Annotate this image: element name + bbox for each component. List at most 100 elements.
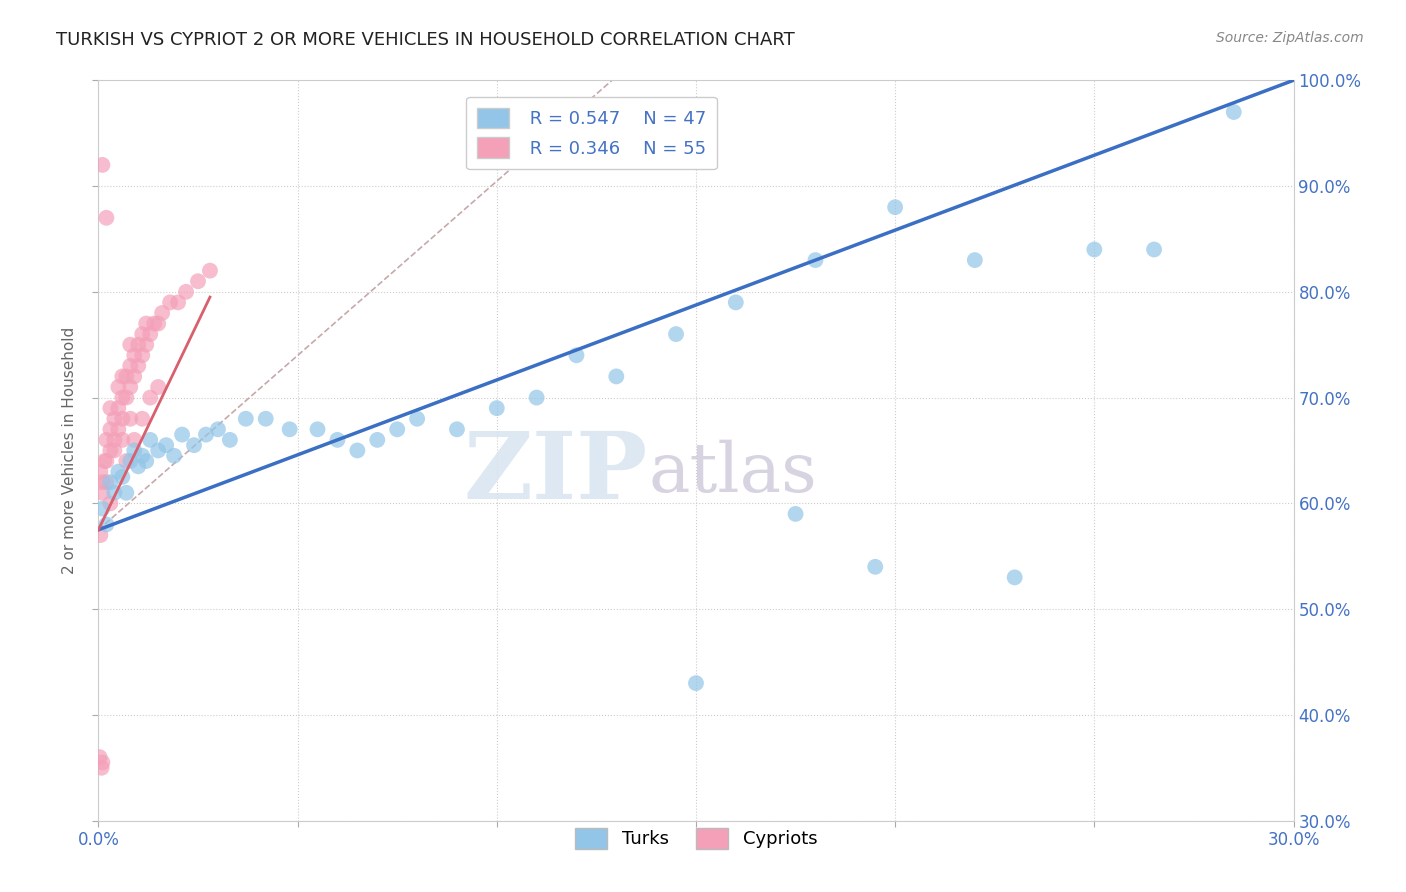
- Point: [131, 449, 153, 463]
- Point: [139, 433, 162, 447]
- Point: [148, 380, 170, 394]
- Point: [111, 433, 134, 447]
- Point: [120, 337, 142, 351]
- Point: [89, 750, 111, 764]
- Point: [865, 559, 887, 574]
- Point: [111, 391, 134, 405]
- Point: [254, 411, 277, 425]
- Point: [135, 454, 157, 468]
- Point: [111, 411, 134, 425]
- Point: [307, 422, 329, 436]
- Point: [120, 411, 142, 425]
- Text: TURKISH VS CYPRIOT 2 OR MORE VEHICLES IN HOUSEHOLD CORRELATION CHART: TURKISH VS CYPRIOT 2 OR MORE VEHICLES IN…: [56, 31, 794, 49]
- Point: [98, 443, 122, 458]
- Point: [115, 369, 138, 384]
- Point: [148, 443, 170, 458]
- Point: [150, 306, 173, 320]
- Point: [127, 459, 149, 474]
- Point: [127, 359, 149, 373]
- Point: [98, 496, 122, 510]
- Point: [163, 449, 186, 463]
- Point: [89, 465, 111, 479]
- Point: [219, 433, 242, 447]
- Point: [107, 422, 129, 436]
- Point: [1223, 105, 1246, 120]
- Point: [96, 454, 118, 468]
- Point: [207, 422, 229, 436]
- Point: [111, 470, 134, 484]
- Point: [120, 380, 142, 394]
- Point: [485, 401, 508, 416]
- Point: [159, 295, 181, 310]
- Point: [685, 676, 707, 690]
- Point: [107, 401, 129, 416]
- Point: [103, 433, 125, 447]
- Point: [98, 422, 122, 436]
- Point: [103, 485, 125, 500]
- Point: [346, 443, 368, 458]
- Point: [96, 517, 118, 532]
- Point: [91, 501, 114, 516]
- Point: [124, 348, 146, 362]
- Point: [183, 438, 205, 452]
- Point: [103, 411, 125, 425]
- Text: atlas: atlas: [648, 440, 817, 506]
- Point: [1143, 243, 1166, 257]
- Point: [91, 485, 114, 500]
- Point: [326, 433, 349, 447]
- Point: [127, 337, 149, 351]
- Point: [804, 253, 827, 268]
- Point: [120, 454, 142, 468]
- Point: [235, 411, 257, 425]
- Point: [96, 475, 118, 490]
- Point: [884, 200, 907, 214]
- Point: [665, 327, 688, 342]
- Point: [135, 317, 157, 331]
- Point: [131, 411, 153, 425]
- Point: [406, 411, 429, 425]
- Text: ZIP: ZIP: [464, 427, 648, 517]
- Point: [385, 422, 409, 436]
- Point: [143, 317, 166, 331]
- Point: [172, 427, 194, 442]
- Point: [1004, 570, 1026, 584]
- Point: [107, 465, 129, 479]
- Point: [565, 348, 588, 362]
- Text: Source: ZipAtlas.com: Source: ZipAtlas.com: [1216, 31, 1364, 45]
- Point: [131, 327, 153, 342]
- Point: [605, 369, 627, 384]
- Point: [131, 348, 153, 362]
- Point: [526, 391, 548, 405]
- Point: [195, 427, 218, 442]
- Point: [724, 295, 747, 310]
- Point: [139, 327, 162, 342]
- Point: [139, 391, 162, 405]
- Point: [89, 528, 111, 542]
- Legend: Turks, Cypriots: Turks, Cypriots: [568, 821, 824, 856]
- Point: [98, 401, 122, 416]
- Point: [1083, 243, 1105, 257]
- Point: [155, 438, 177, 452]
- Point: [115, 454, 138, 468]
- Point: [963, 253, 986, 268]
- Point: [124, 443, 146, 458]
- Point: [135, 337, 157, 351]
- Point: [366, 433, 388, 447]
- Point: [120, 359, 142, 373]
- Point: [107, 380, 129, 394]
- Point: [96, 433, 118, 447]
- Point: [174, 285, 197, 299]
- Point: [111, 369, 134, 384]
- Point: [124, 369, 146, 384]
- Point: [90, 761, 112, 775]
- Point: [278, 422, 301, 436]
- Point: [198, 263, 221, 277]
- Point: [91, 475, 114, 490]
- Point: [446, 422, 468, 436]
- Y-axis label: 2 or more Vehicles in Household: 2 or more Vehicles in Household: [62, 326, 77, 574]
- Point: [785, 507, 807, 521]
- Point: [93, 454, 115, 468]
- Point: [115, 485, 138, 500]
- Point: [187, 274, 209, 288]
- Point: [91, 756, 114, 770]
